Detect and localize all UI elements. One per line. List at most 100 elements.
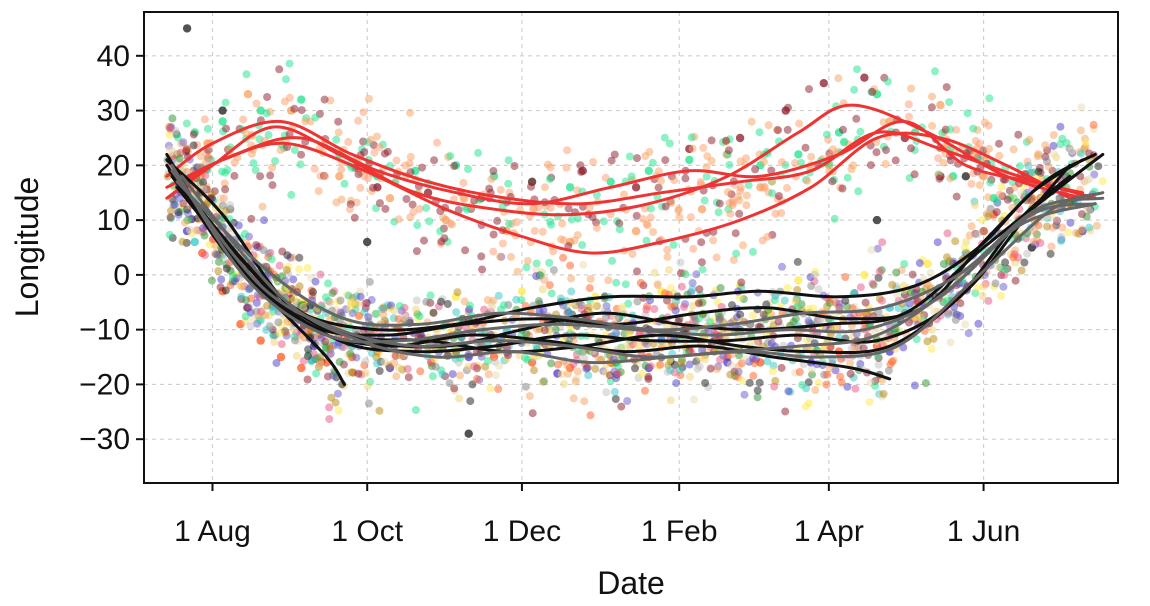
- x-tick-label: 1 Apr: [794, 515, 864, 548]
- scatter-point: [180, 218, 189, 227]
- scatter-point: [375, 406, 384, 415]
- scatter-point: [222, 264, 231, 273]
- series-line: [180, 119, 1084, 206]
- scatter-point: [688, 302, 697, 310]
- scatter-point: [623, 397, 632, 405]
- scatter-point: [166, 213, 175, 222]
- scatter-point: [883, 77, 892, 86]
- scatter-point: [404, 373, 413, 382]
- scatter-point: [715, 199, 724, 208]
- scatter-point: [460, 297, 469, 306]
- scatter-point: [400, 313, 409, 322]
- scatter-point: [631, 364, 639, 373]
- scatter-point: [823, 370, 832, 379]
- scatter-point: [578, 241, 587, 249]
- scatter-point: [646, 296, 655, 305]
- scatter-point: [182, 119, 191, 128]
- scatter-point: [1017, 189, 1026, 198]
- scatter-point: [1085, 206, 1094, 215]
- trend-lines: [165, 103, 1105, 386]
- scatter-point: [167, 206, 175, 215]
- scatter-point: [452, 308, 461, 317]
- scatter-point: [200, 115, 209, 124]
- scatter-point: [628, 250, 637, 259]
- scatter-point: [339, 343, 348, 352]
- y-tick-label: −20: [79, 368, 130, 401]
- scatter-point: [749, 371, 758, 380]
- scatter-point: [731, 229, 740, 238]
- scatter-point: [585, 284, 594, 293]
- scatter-point: [867, 245, 876, 254]
- scatter-point: [900, 260, 909, 268]
- scatter-point: [906, 288, 915, 297]
- scatter-point: [995, 139, 1003, 148]
- scatter-point: [860, 270, 869, 280]
- scatter-point: [736, 310, 745, 319]
- scatter-point: [510, 162, 519, 170]
- scatter-point: [663, 252, 672, 261]
- scatter-point: [674, 204, 683, 213]
- scatter-point: [412, 296, 421, 305]
- scatter-point: [599, 217, 608, 226]
- scatter-point: [310, 164, 319, 173]
- x-tick-label: 1 Oct: [331, 515, 403, 548]
- scatter-point: [375, 199, 384, 208]
- scatter-point: [795, 119, 804, 128]
- scatter-point: [175, 154, 184, 163]
- scatter-point: [544, 160, 552, 169]
- scatter-point: [316, 353, 325, 362]
- scatter-point: [275, 65, 284, 74]
- scatter-point: [1058, 134, 1067, 143]
- scatter-point: [494, 385, 503, 393]
- scatter-point: [794, 150, 803, 159]
- scatter-point: [928, 92, 936, 101]
- scatter-point: [610, 387, 619, 396]
- scatter-point: [322, 343, 330, 352]
- scatter-point: [328, 289, 337, 297]
- scatter-point: [350, 213, 359, 222]
- scatter-point: [551, 325, 560, 334]
- scatter-point: [703, 152, 712, 161]
- scatter-point: [585, 203, 594, 212]
- scatter-point: [493, 216, 502, 225]
- scatter-point: [174, 208, 183, 217]
- scatter-point: [680, 303, 688, 311]
- scatter-point: [454, 206, 463, 214]
- scatter-point: [538, 285, 547, 294]
- scatter-point: [218, 117, 227, 126]
- scatter-point: [716, 284, 725, 292]
- scatter-point: [771, 291, 780, 300]
- scatter-point: [464, 429, 473, 438]
- scatter-point: [504, 179, 513, 188]
- scatter-point: [775, 192, 783, 200]
- scatter-point: [303, 352, 312, 361]
- scatter-point: [567, 215, 576, 224]
- scatter-point: [995, 190, 1004, 199]
- scatter-point: [267, 255, 276, 264]
- scatter-point: [728, 301, 736, 310]
- scatter-point: [577, 167, 586, 176]
- scatter-point: [811, 386, 820, 395]
- scatter-point: [681, 174, 690, 183]
- scatter-point: [497, 305, 505, 314]
- scatter-point: [246, 322, 255, 331]
- scatter-point: [496, 185, 505, 194]
- scatter-point: [915, 259, 924, 268]
- scatter-point: [218, 201, 227, 210]
- scatter-point: [274, 318, 283, 327]
- scatter-point: [189, 141, 198, 150]
- scatter-point: [270, 338, 279, 347]
- scatter-point: [203, 124, 212, 133]
- scatter-point: [726, 370, 735, 379]
- scatter-point: [260, 216, 268, 225]
- scatter-point: [282, 266, 291, 274]
- scatter-point: [446, 152, 455, 160]
- scatter-point: [505, 219, 513, 228]
- scatter-point: [677, 358, 686, 367]
- scatter-point: [960, 243, 969, 252]
- scatter-point: [760, 157, 768, 166]
- scatter-point: [753, 393, 762, 402]
- scatter-point: [798, 380, 807, 389]
- scatter-point: [324, 279, 332, 288]
- scatter-point: [290, 295, 299, 304]
